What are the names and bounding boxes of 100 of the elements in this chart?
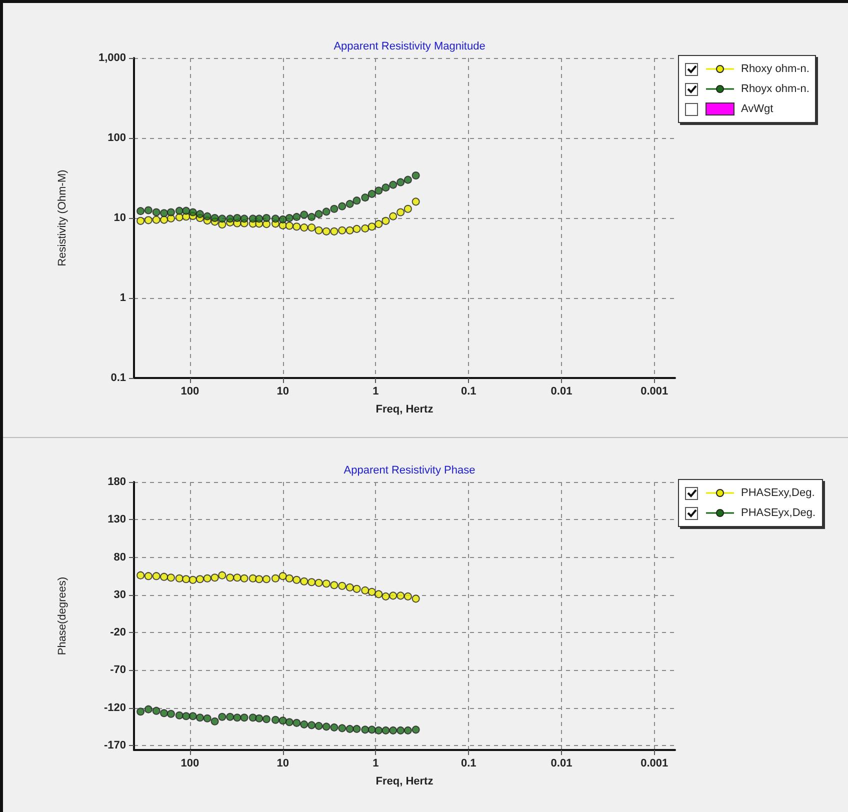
- point: [368, 726, 376, 734]
- point: [346, 200, 354, 208]
- point: [255, 575, 264, 584]
- point: [175, 711, 184, 720]
- point: [389, 212, 398, 220]
- y-tick-label: -70: [110, 664, 126, 676]
- x-tick-label: 10: [276, 386, 289, 398]
- point: [308, 212, 316, 221]
- point: [346, 724, 354, 733]
- chart-title: Apparent Resistivity Phase: [344, 464, 476, 476]
- point: [338, 582, 346, 590]
- point: [166, 574, 175, 582]
- point: [314, 578, 323, 587]
- point: [368, 190, 376, 198]
- point: [144, 216, 152, 224]
- point: [404, 204, 412, 213]
- point: [144, 572, 152, 580]
- point: [404, 592, 412, 600]
- point: [389, 592, 398, 600]
- point: [292, 718, 301, 727]
- point: [188, 208, 197, 216]
- point: [226, 712, 234, 721]
- y-tick-label: -170: [104, 739, 126, 752]
- point: [374, 726, 383, 734]
- point: [382, 184, 390, 192]
- point: [292, 222, 301, 231]
- point: [346, 226, 354, 234]
- y-tick-label: -20: [110, 626, 126, 639]
- point: [308, 224, 316, 232]
- point: [412, 726, 420, 734]
- y-axis-title: Phase(degrees): [56, 576, 68, 656]
- point: [166, 208, 175, 216]
- point: [175, 574, 184, 582]
- point: [218, 214, 226, 223]
- point: [136, 216, 145, 225]
- point: [396, 726, 405, 734]
- x-tick-label: 0.1: [460, 758, 476, 770]
- legend-label: PHASEyx,Deg.: [741, 507, 816, 519]
- point: [330, 227, 338, 236]
- point: [271, 214, 280, 223]
- x-axis-title: Freq, Hertz: [376, 404, 434, 416]
- point: [368, 222, 376, 231]
- point: [314, 226, 323, 234]
- point: [233, 714, 242, 722]
- x-tick-label: 100: [180, 758, 200, 770]
- point: [389, 180, 398, 189]
- y-tick-label: 100: [108, 132, 126, 144]
- point: [144, 705, 152, 714]
- point: [352, 584, 361, 593]
- point: [240, 714, 248, 722]
- point: [152, 572, 160, 580]
- y-tick-label: 80: [114, 551, 126, 564]
- point: [300, 224, 308, 232]
- point: [278, 572, 287, 580]
- point: [255, 214, 264, 223]
- point: [218, 712, 226, 721]
- point: [175, 206, 184, 215]
- point: [271, 716, 280, 724]
- point: [196, 210, 204, 218]
- point: [278, 215, 287, 224]
- point: [203, 574, 212, 582]
- point: [255, 714, 264, 722]
- chart-title: Apparent Resistivity Magnitude: [334, 40, 486, 52]
- point: [412, 198, 420, 206]
- point: [404, 726, 412, 734]
- point: [382, 726, 390, 734]
- point: [240, 214, 248, 223]
- point: [182, 206, 190, 215]
- point: [308, 721, 316, 730]
- point: [389, 726, 398, 734]
- y-tick-label: 30: [114, 588, 126, 601]
- y-tick-label: 1,000: [98, 52, 126, 64]
- point: [374, 220, 383, 228]
- point: [338, 226, 346, 234]
- point: [382, 592, 390, 600]
- point: [314, 210, 323, 218]
- point: [136, 207, 145, 216]
- point: [152, 208, 160, 216]
- point: [182, 575, 190, 584]
- point: [322, 722, 330, 731]
- point: [226, 214, 234, 223]
- point: [322, 227, 330, 236]
- point: [292, 212, 301, 221]
- point: [160, 209, 168, 218]
- point: [285, 574, 294, 582]
- point: [210, 214, 219, 222]
- point: [314, 722, 323, 730]
- point: [144, 206, 152, 214]
- point: [152, 216, 160, 224]
- point: [396, 178, 405, 186]
- point: [382, 216, 390, 225]
- x-tick-label: 0.001: [640, 758, 668, 770]
- point: [352, 724, 361, 733]
- point: [292, 576, 301, 584]
- point: [338, 202, 346, 210]
- point: [218, 571, 226, 580]
- point: [396, 208, 405, 216]
- point: [300, 210, 308, 219]
- point: [160, 709, 168, 718]
- x-tick-label: 10: [276, 758, 289, 770]
